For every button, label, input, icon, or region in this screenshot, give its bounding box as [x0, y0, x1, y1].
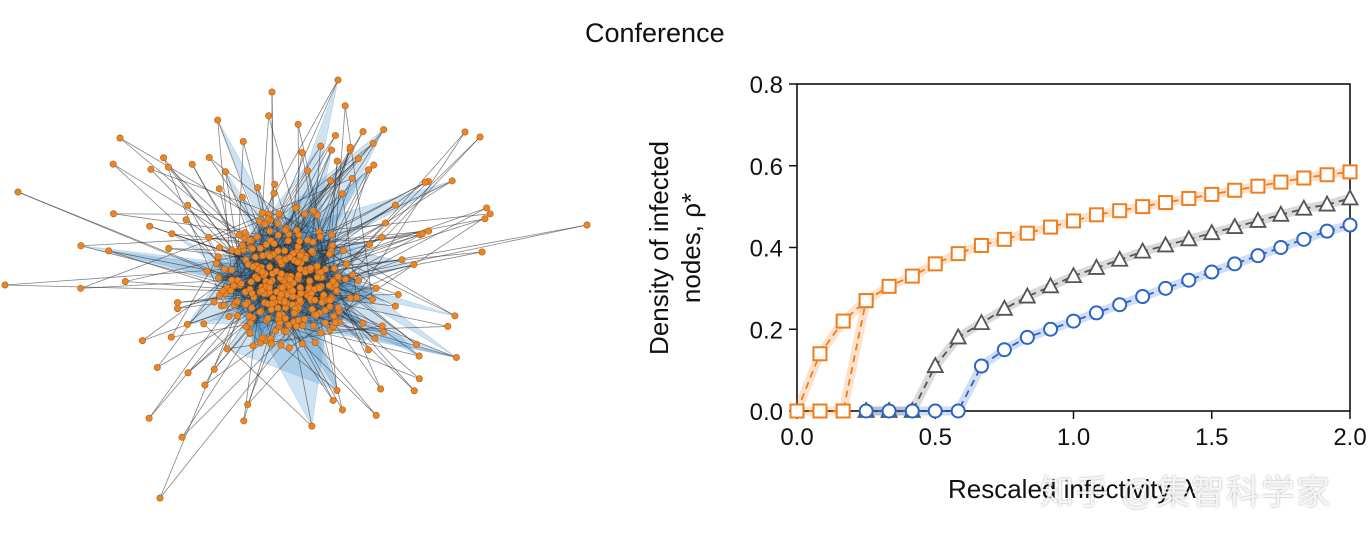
y-tick-label: 0.8	[750, 72, 783, 99]
network-graph-icon	[1, 76, 591, 502]
x-tick-label: 1.5	[1195, 424, 1228, 451]
watermark: 知乎 @集智科学家	[1040, 474, 1331, 512]
data-point-triangle	[1110, 249, 1129, 267]
data-point-square	[1181, 190, 1197, 206]
data-point-square	[1043, 219, 1059, 235]
data-point-triangle	[1225, 217, 1244, 234]
data-point-circle	[1135, 289, 1151, 305]
data-point-circle	[1112, 297, 1128, 313]
data-point-circle	[950, 403, 966, 419]
data-point-triangle	[1294, 198, 1313, 216]
data-point-square	[1112, 203, 1128, 219]
data-point-square	[881, 278, 897, 294]
x-axis-label: Rescaled infectivity, λ	[948, 474, 1196, 504]
series-line	[866, 224, 1351, 412]
data-point-square	[1019, 225, 1035, 241]
figure-title: Conference	[585, 18, 725, 48]
data-point-circle	[1043, 321, 1059, 337]
data-point-square	[927, 256, 943, 272]
data-point-square	[858, 293, 874, 309]
data-point-triangle	[1018, 286, 1037, 304]
data-point-circle	[1019, 329, 1035, 345]
data-point-square	[996, 231, 1012, 247]
data-point-circle	[1088, 305, 1104, 321]
data-point-circle	[881, 403, 897, 419]
data-point-triangle	[1271, 204, 1290, 222]
data-point-triangle	[1202, 223, 1221, 241]
data-point-circle	[1250, 248, 1266, 264]
data-point-circle	[1227, 256, 1243, 272]
data-point-triangle	[1318, 194, 1337, 212]
data-point-square	[1319, 167, 1335, 183]
data-point-square	[812, 403, 828, 419]
data-point-square	[1204, 186, 1220, 202]
data-point-square	[1296, 170, 1312, 186]
x-tick-label: 1.0	[1057, 424, 1090, 451]
y-tick-label: 0.0	[750, 399, 783, 426]
series-line	[796, 171, 1351, 412]
x-tick-label: 0.0	[780, 424, 813, 451]
data-point-triangle	[995, 298, 1014, 316]
data-point-circle	[1181, 272, 1197, 288]
data-point-circle	[973, 358, 989, 374]
data-point-square	[950, 246, 966, 262]
data-point-square	[835, 403, 851, 419]
data-point-triangle	[1179, 229, 1198, 247]
data-point-triangle	[1064, 266, 1083, 284]
data-point-square	[1135, 199, 1151, 215]
y-tick-label: 0.6	[750, 154, 783, 181]
x-tick-label: 0.5	[919, 424, 952, 451]
data-point-triangle	[1156, 235, 1175, 253]
data-point-square	[904, 268, 920, 284]
data-point-square	[835, 313, 851, 329]
data-point-circle	[1273, 240, 1289, 255]
data-point-square	[812, 346, 828, 362]
data-point-triangle	[1248, 211, 1267, 228]
data-point-circle	[996, 342, 1012, 358]
data-point-square	[973, 237, 989, 253]
network-nodes	[1, 76, 591, 502]
data-point-triangle	[1340, 188, 1360, 206]
data-point-circle	[1204, 264, 1220, 280]
data-point-triangle	[1041, 276, 1060, 294]
data-point-triangle	[1087, 258, 1106, 275]
data-point-triangle	[949, 327, 968, 345]
y-axis-label-line2: nodes, ρ*	[676, 193, 706, 303]
data-point-circle	[858, 403, 874, 419]
data-point-circle	[904, 403, 920, 419]
data-point-triangle	[1133, 241, 1152, 259]
x-tick-label: 2.0	[1333, 424, 1366, 451]
data-point-square	[789, 403, 805, 419]
data-point-square	[1250, 178, 1266, 194]
y-axis-label-line1: Density of infected	[644, 141, 674, 355]
data-point-circle	[1319, 223, 1335, 239]
data-point-circle	[927, 403, 943, 419]
data-point-square	[1088, 207, 1104, 223]
data-point-circle	[1296, 231, 1312, 247]
data-point-circle	[1158, 280, 1174, 296]
y-tick-label: 0.2	[750, 317, 783, 344]
data-point-triangle	[926, 356, 945, 373]
data-point-circle	[1066, 313, 1081, 329]
data-point-square	[1273, 174, 1289, 190]
series-line	[866, 197, 1351, 412]
data-point-square	[1158, 195, 1174, 211]
data-point-circle	[1342, 217, 1358, 233]
plot-frame	[796, 83, 1351, 412]
series-line	[797, 300, 867, 412]
data-point-square	[1342, 164, 1358, 180]
data-point-triangle	[972, 313, 991, 331]
data-point-square	[1227, 182, 1243, 198]
data-point-square	[1066, 213, 1081, 229]
y-tick-label: 0.4	[750, 236, 783, 263]
